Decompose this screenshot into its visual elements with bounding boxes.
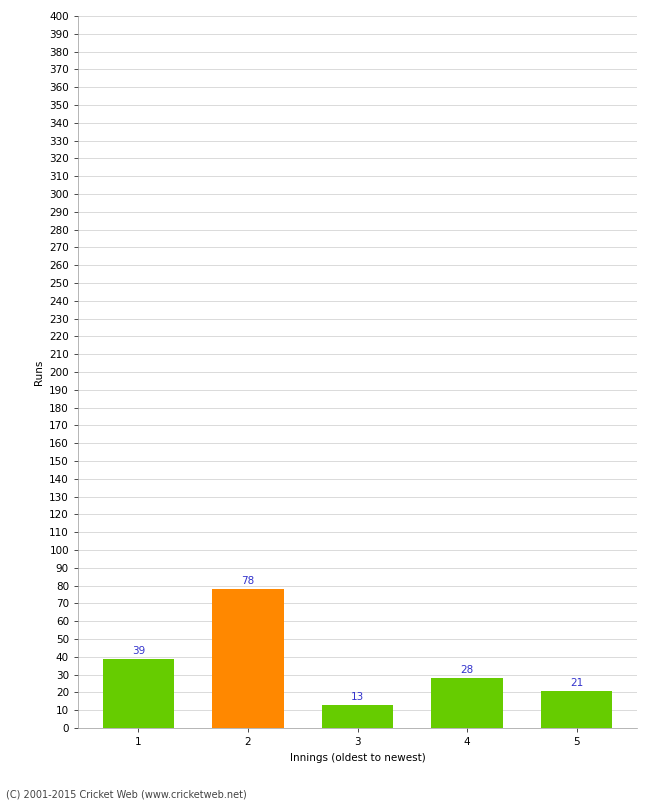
Text: 39: 39 xyxy=(132,646,145,656)
Text: 21: 21 xyxy=(570,678,583,688)
Text: 28: 28 xyxy=(460,666,474,675)
Bar xyxy=(103,658,174,728)
Text: 13: 13 xyxy=(351,692,364,702)
Bar xyxy=(432,678,502,728)
Bar xyxy=(322,705,393,728)
Y-axis label: Runs: Runs xyxy=(34,359,44,385)
X-axis label: Innings (oldest to newest): Innings (oldest to newest) xyxy=(290,753,425,762)
Bar xyxy=(213,589,283,728)
Bar xyxy=(541,690,612,728)
Text: 78: 78 xyxy=(241,577,255,586)
Text: (C) 2001-2015 Cricket Web (www.cricketweb.net): (C) 2001-2015 Cricket Web (www.cricketwe… xyxy=(6,790,247,800)
